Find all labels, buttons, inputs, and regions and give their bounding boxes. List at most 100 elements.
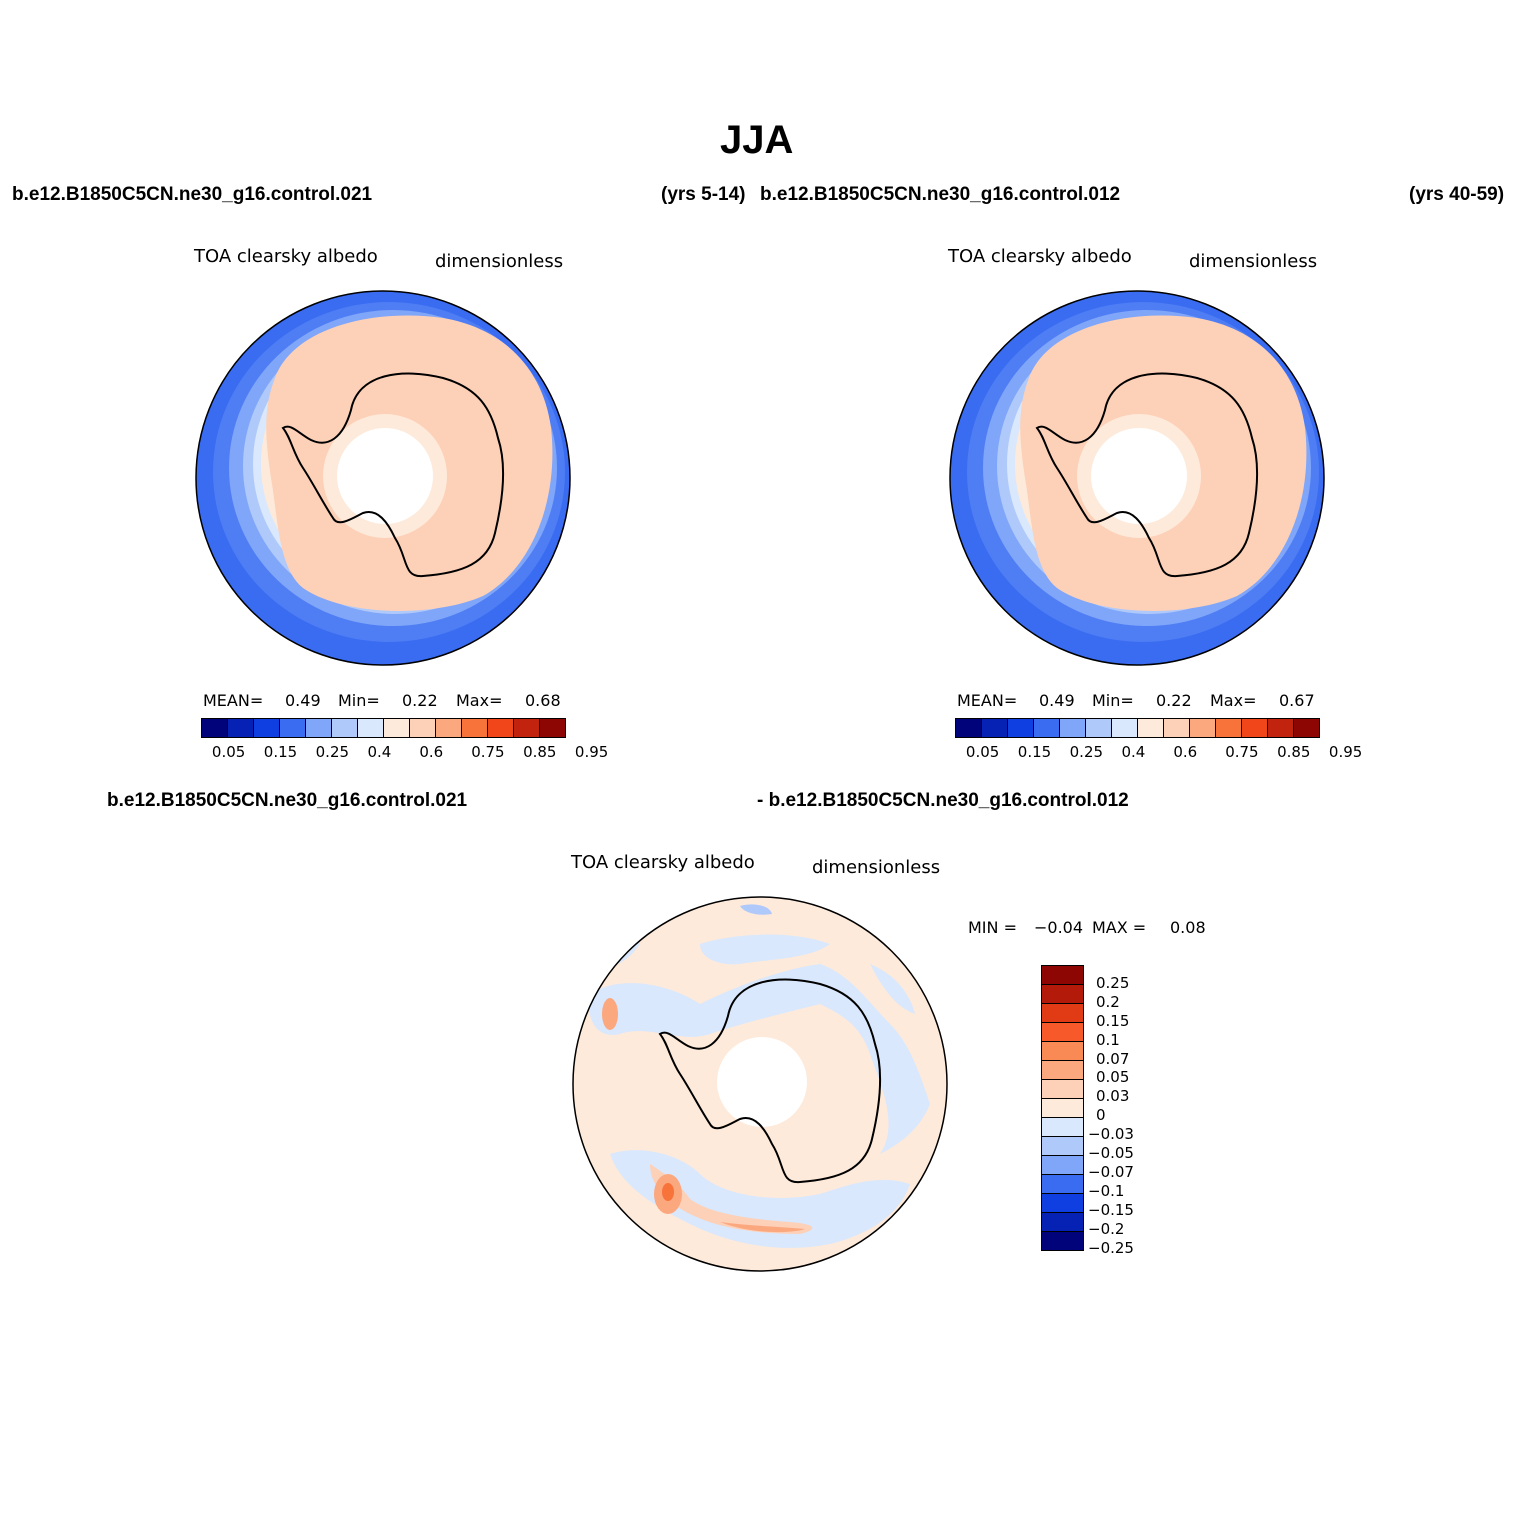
colorbar-swatch — [1112, 719, 1138, 737]
colorbar-tick-label: 0.4 — [1121, 743, 1146, 761]
colorbar-tick-label: 0.05 — [1096, 1068, 1130, 1087]
colorbar-swatch — [1164, 719, 1190, 737]
diff-colorbar — [1041, 965, 1084, 1251]
tl-units-label: dimensionless — [435, 251, 564, 272]
colorbar-tick-label: 0.03 — [1096, 1087, 1130, 1106]
diff-polar-map — [572, 896, 948, 1272]
colorbar-swatch — [1042, 1061, 1083, 1080]
page-title: JJA — [720, 118, 794, 162]
colorbar-tick-label: 0 — [1096, 1106, 1106, 1125]
tl-variable-label: TOA clearsky albedo — [194, 246, 378, 267]
tl-min-label: Min= — [338, 691, 380, 710]
colorbar-tick-label: 0.6 — [1173, 743, 1198, 761]
colorbar-swatch — [1042, 1137, 1083, 1156]
colorbar-swatch — [228, 719, 254, 737]
colorbar-tick-label: 0.2 — [1096, 992, 1120, 1011]
colorbar-swatch — [1008, 719, 1034, 737]
colorbar-tick-label: 0.05 — [211, 743, 246, 761]
colorbar-swatch — [332, 719, 358, 737]
colorbar-swatch — [1216, 719, 1242, 737]
diff-max-label: MAX = — [1092, 918, 1147, 937]
right-case-name: b.e12.B1850C5CN.ne30_g16.control.012 — [760, 184, 1121, 205]
colorbar-swatch — [1042, 985, 1083, 1004]
colorbar-swatch — [1042, 1080, 1083, 1099]
colorbar-swatch — [306, 719, 332, 737]
colorbar-tick-label: −0.2 — [1088, 1219, 1125, 1238]
colorbar-tick-label: 0.25 — [1096, 973, 1130, 992]
colorbar-tick-label: −0.05 — [1088, 1144, 1134, 1162]
colorbar-tick-label: 0.1 — [1096, 1030, 1120, 1049]
colorbar-tick-label: 0.85 — [1277, 743, 1311, 761]
diff-case-b: - b.e12.B1850C5CN.ne30_g16.control.012 — [757, 790, 1129, 811]
diff-max-value: 0.08 — [1170, 918, 1206, 937]
diff-variable-label: TOA clearsky albedo — [571, 852, 755, 873]
colorbar-swatch — [1042, 1099, 1083, 1118]
tr-colorbar-ticks: 0.05 0.15 0.25 0.4 0.6 0.75 0.85 0.95 — [955, 743, 1362, 763]
colorbar-swatch — [410, 719, 436, 737]
colorbar-tick-label: 0.15 — [1096, 1011, 1130, 1030]
tr-max-value: 0.67 — [1279, 691, 1315, 710]
colorbar-swatch — [358, 719, 384, 737]
colorbar-swatch — [1042, 1023, 1083, 1042]
colorbar-swatch — [436, 719, 462, 737]
tl-min-value: 0.22 — [402, 691, 438, 710]
colorbar-swatch — [540, 719, 565, 737]
colorbar-swatch — [1042, 1042, 1083, 1061]
colorbar-swatch — [1034, 719, 1060, 737]
colorbar-swatch — [982, 719, 1008, 737]
colorbar-tick-label: 0.6 — [419, 743, 444, 761]
colorbar-tick-label: 0.25 — [315, 743, 350, 761]
colorbar-swatch — [1042, 1118, 1083, 1137]
left-case-years: (yrs 5-14) — [661, 184, 746, 205]
colorbar-swatch — [1042, 1232, 1083, 1250]
colorbar-swatch — [280, 719, 306, 737]
colorbar-swatch — [1042, 1004, 1083, 1023]
colorbar-swatch — [1042, 1194, 1083, 1213]
colorbar-tick-label: 0.15 — [1017, 743, 1052, 761]
tl-colorbar — [201, 718, 566, 738]
diff-colorbar-ticks: 0.25 0.2 0.15 0.1 0.07 0.05 0.03 0 −0.03 −0.05 −0.… — [1088, 965, 1168, 1265]
colorbar-swatch — [1042, 1156, 1083, 1175]
tl-max-value: 0.68 — [525, 691, 561, 710]
tl-polar-map — [195, 290, 571, 666]
tl-mean-value: 0.49 — [285, 691, 321, 710]
diff-min-label: MIN = — [968, 918, 1017, 937]
colorbar-tick-label: 0.95 — [574, 743, 609, 761]
colorbar-swatch — [956, 719, 982, 737]
tr-mean-label: MEAN= — [957, 691, 1018, 710]
colorbar-swatch — [514, 719, 540, 737]
tr-units-label: dimensionless — [1189, 251, 1318, 272]
right-case-years: (yrs 40-59) — [1409, 184, 1505, 205]
colorbar-swatch — [1042, 966, 1083, 985]
tr-min-value: 0.22 — [1156, 691, 1192, 710]
tr-variable-label: TOA clearsky albedo — [948, 246, 1132, 267]
colorbar-swatch — [1042, 1213, 1083, 1232]
tr-polar-map — [949, 290, 1325, 666]
colorbar-tick-label: −0.07 — [1088, 1162, 1134, 1181]
colorbar-swatch — [1190, 719, 1216, 737]
colorbar-swatch — [1086, 719, 1112, 737]
colorbar-tick-label: 0.15 — [263, 743, 298, 761]
colorbar-tick-label: 0.85 — [523, 743, 557, 761]
colorbar-tick-label: −0.03 — [1088, 1125, 1134, 1144]
tr-min-label: Min= — [1092, 691, 1134, 710]
colorbar-tick-label: 0.95 — [1328, 743, 1363, 761]
colorbar-swatch — [1242, 719, 1268, 737]
tr-mean-value: 0.49 — [1039, 691, 1075, 710]
colorbar-swatch — [384, 719, 410, 737]
colorbar-swatch — [1294, 719, 1319, 737]
colorbar-tick-label: −0.25 — [1088, 1238, 1134, 1257]
colorbar-tick-label: 0.05 — [965, 743, 1000, 761]
colorbar-swatch — [1138, 719, 1164, 737]
colorbar-swatch — [1268, 719, 1294, 737]
left-case-name: b.e12.B1850C5CN.ne30_g16.control.021 — [12, 184, 373, 205]
colorbar-tick-label: 0.75 — [1225, 743, 1259, 761]
colorbar-tick-label: −0.15 — [1088, 1200, 1134, 1219]
colorbar-swatch — [254, 719, 280, 737]
diff-case-a: b.e12.B1850C5CN.ne30_g16.control.021 — [107, 790, 468, 811]
tr-max-label: Max= — [1210, 691, 1257, 710]
colorbar-tick-label: 0.07 — [1096, 1049, 1130, 1068]
colorbar-swatch — [462, 719, 488, 737]
tl-colorbar-ticks: 0.05 0.15 0.25 0.4 0.6 0.75 0.85 0.95 — [201, 743, 608, 763]
colorbar-tick-label: 0.4 — [367, 743, 392, 761]
